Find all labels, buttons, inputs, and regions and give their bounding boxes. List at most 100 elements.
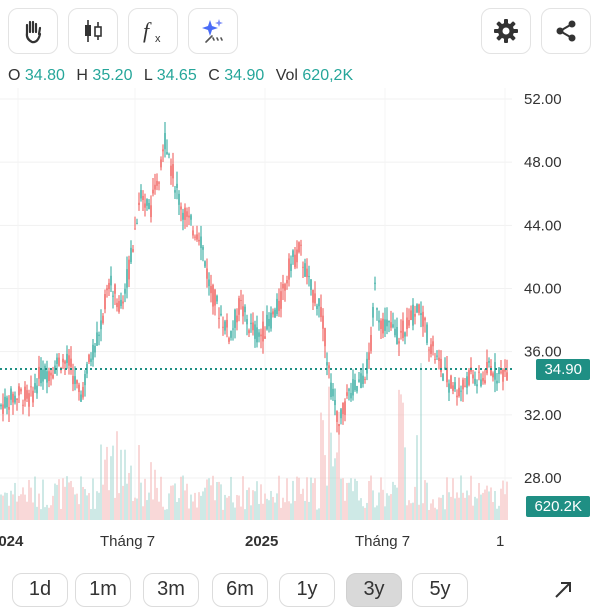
volume-bar: [318, 508, 320, 520]
candle-body: [210, 285, 212, 294]
volume-bar: [180, 476, 182, 520]
share-button[interactable]: [541, 8, 591, 54]
candle-body: [312, 289, 314, 303]
candle-body: [298, 242, 300, 253]
candle-body: [120, 299, 122, 307]
volume-bar: [24, 494, 26, 520]
volume-bar: [108, 490, 110, 520]
volume-bar: [286, 478, 288, 520]
settings-button[interactable]: [481, 8, 531, 54]
volume-bar: [234, 507, 236, 520]
volume-bar: [492, 502, 494, 520]
volume-bar: [162, 506, 164, 520]
volume-bar: [134, 497, 136, 520]
candle-body: [370, 334, 372, 351]
time-range-selector: 1d 1m 3m 6m 1y 3y 5y: [0, 573, 600, 607]
candle-body: [32, 390, 34, 403]
volume-bar: [54, 483, 56, 520]
candle-body: [114, 284, 116, 294]
volume-bar: [222, 509, 224, 520]
volume-bar: [358, 500, 360, 520]
candle-body: [128, 259, 130, 280]
volume-bar: [478, 482, 480, 520]
candle-body: [344, 401, 346, 415]
expand-button[interactable]: [552, 579, 574, 601]
volume-bar: [202, 491, 204, 520]
hand-tool-button[interactable]: [8, 8, 58, 54]
volume-bar: [102, 484, 104, 520]
candle-body: [480, 379, 482, 387]
volume-bar: [396, 487, 398, 520]
volume-bar: [476, 498, 478, 520]
candle-body: [330, 382, 332, 398]
volume-bar: [172, 485, 174, 520]
y-tick-label: 48.00: [524, 154, 562, 171]
volume-bar: [350, 478, 352, 520]
candle-body: [364, 378, 366, 380]
range-button-1d[interactable]: 1d: [12, 573, 68, 607]
candle-body: [250, 322, 252, 325]
chart-type-button[interactable]: [68, 8, 118, 54]
candle-body: [42, 369, 44, 382]
candle-body: [78, 384, 80, 393]
volume-bar: [354, 478, 356, 520]
low-label: L: [143, 67, 153, 84]
volume-bar: [300, 493, 302, 520]
volume-bar: [336, 452, 338, 520]
volume-bar: [384, 506, 386, 520]
candle-body: [288, 258, 290, 280]
range-button-1m[interactable]: 1m: [75, 573, 131, 607]
candle-body: [326, 362, 328, 366]
volume-bar: [46, 504, 48, 520]
candle-body: [96, 332, 98, 346]
candle-body: [384, 319, 386, 331]
volume-bar: [78, 504, 80, 520]
volume-label: Vol: [275, 67, 298, 84]
candle-body: [502, 369, 504, 382]
volume-bar: [200, 495, 202, 520]
candle-body: [410, 310, 412, 320]
range-button-5y[interactable]: 5y: [412, 573, 468, 607]
drawing-tools-button[interactable]: [188, 8, 238, 54]
volume-bar: [430, 503, 432, 520]
range-button-3m[interactable]: 3m: [143, 573, 199, 607]
candle-body: [504, 369, 506, 372]
range-button-6m[interactable]: 6m: [212, 573, 268, 607]
x-tick-label: Tháng 7: [355, 533, 410, 550]
y-tick-label: 40.00: [524, 281, 562, 298]
volume-bar: [408, 500, 410, 520]
candle-body: [10, 388, 12, 400]
candle-body: [472, 374, 474, 379]
candle-body: [456, 395, 458, 398]
volume-bar: [14, 482, 16, 520]
candle-body: [124, 288, 126, 294]
candle-body: [374, 282, 376, 285]
candle-body: [430, 344, 432, 354]
volume-bar: [294, 500, 296, 520]
y-tick-label: 44.00: [524, 217, 562, 234]
candle-body: [308, 275, 310, 277]
volume-bar: [504, 494, 506, 520]
candle-body: [198, 239, 200, 242]
volume-bar: [88, 493, 90, 520]
high-label: H: [76, 67, 88, 84]
candle-body: [166, 152, 168, 155]
range-button-3y[interactable]: 3y: [346, 573, 402, 607]
volume-bar: [420, 363, 422, 520]
candle-body: [112, 295, 114, 297]
volume-bar: [96, 491, 98, 520]
volume-bar: [352, 491, 354, 520]
price-chart[interactable]: 52.00 48.00 44.00 40.00 36.00 32.00 28.00 2024…: [0, 88, 600, 558]
candle-body: [300, 244, 302, 246]
candle-body: [482, 378, 484, 382]
candle-body: [228, 338, 230, 342]
candle-body: [446, 367, 448, 383]
candle-body: [218, 317, 220, 319]
volume-bar: [368, 480, 370, 520]
volume-bar: [34, 476, 36, 520]
function-subscript: x: [155, 33, 161, 45]
volume-bar: [260, 484, 262, 520]
indicators-button[interactable]: f x: [128, 8, 178, 54]
candle-body: [244, 306, 246, 313]
range-button-1y[interactable]: 1y: [279, 573, 335, 607]
